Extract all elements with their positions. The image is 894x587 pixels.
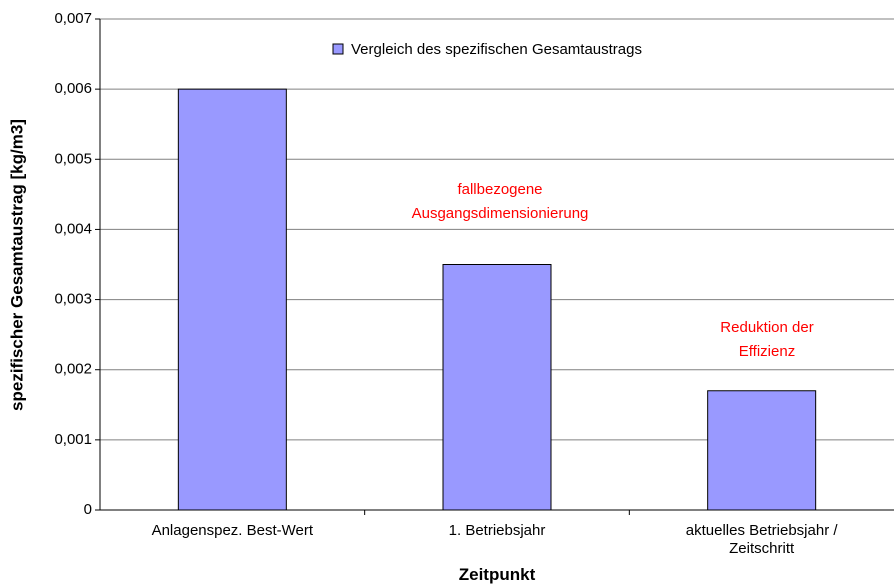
annotation: Reduktion der Effizienz	[720, 319, 814, 360]
x-tick-label: 1. Betriebsjahr	[448, 522, 546, 539]
x-axis-label: Zeitpunkt	[458, 565, 536, 584]
bar	[177, 88, 287, 511]
x-tick-label: Anlagenspez. Best-Wert	[151, 522, 314, 539]
y-tick-label: 0,006	[54, 80, 92, 97]
bar	[707, 390, 817, 511]
y-tick-label: 0,003	[54, 291, 92, 308]
y-tick-label: 0,005	[54, 150, 92, 167]
y-tick-label: 0,004	[54, 220, 92, 237]
y-tick-label: 0	[84, 501, 92, 518]
y-tick-label: 0,001	[54, 431, 92, 448]
y-tick-label: 0,007	[54, 10, 92, 27]
annotation: fallbezogene Ausgangsdimensionierung	[411, 181, 589, 222]
bar	[442, 264, 552, 511]
y-tick-label: 0,002	[54, 361, 92, 378]
legend-label: Vergleich des spezifischen Gesamtaustrag…	[351, 41, 642, 58]
y-axis-label: spezifischer Gesamtaustrag [kg/m3]	[7, 119, 26, 411]
legend-swatch	[332, 43, 344, 55]
x-tick-label: aktuelles Betriebsjahr / Zeitschritt	[685, 522, 838, 557]
